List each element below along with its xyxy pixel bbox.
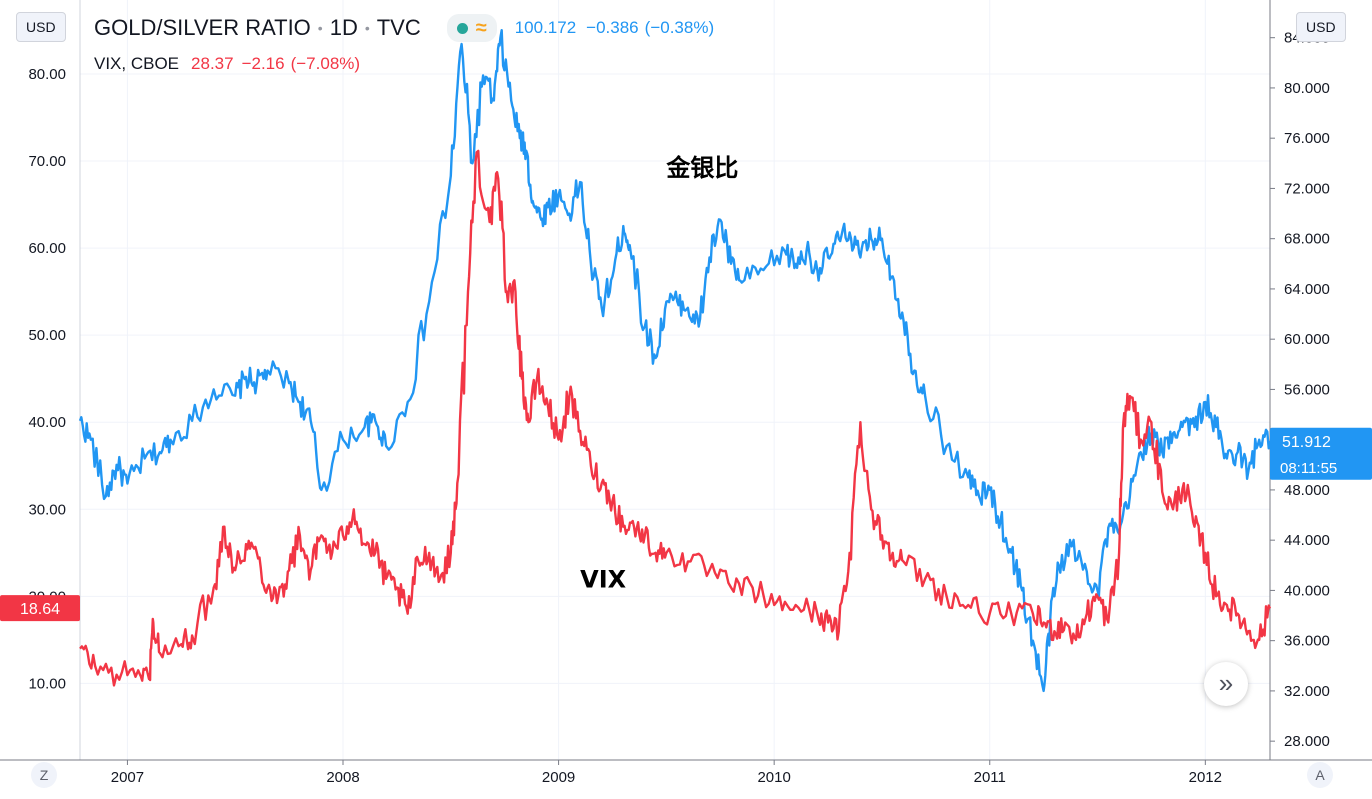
time-tick-label: 2009 (542, 769, 575, 786)
interval-label[interactable]: 1D (329, 15, 358, 40)
right-tick-label: 32.000 (1284, 683, 1330, 700)
gold-silver-ratio-line (78, 29, 1272, 693)
vix-price-tag (0, 595, 80, 622)
left-tick-label: 10.00 (28, 675, 66, 692)
main-series-legend[interactable]: GOLD/SILVER RATIO • 1D • TVC ≈ 100.172 −… (94, 14, 714, 42)
vix-symbol[interactable]: VIX, CBOE (94, 54, 180, 73)
right-axis-ticks: 28.00032.00036.00040.00044.00048.00052.0… (1270, 30, 1330, 750)
gsr-change-pct: (−0.38%) (644, 18, 715, 37)
gsr-change: −0.386 (586, 18, 639, 37)
vix-series-line (79, 149, 1272, 687)
right-tick-label: 56.000 (1284, 381, 1330, 398)
right-tick-label: 72.000 (1284, 180, 1330, 197)
auto-scale-button[interactable]: A (1307, 762, 1333, 788)
right-tick-label: 76.000 (1284, 130, 1330, 147)
right-tick-label: 64.000 (1284, 281, 1330, 298)
right-tick-label: 40.000 (1284, 582, 1330, 599)
left-currency-button[interactable]: USD (16, 12, 66, 42)
market-open-icon (456, 22, 468, 34)
status-badges[interactable]: ≈ (446, 14, 497, 42)
time-tick-label: 2008 (326, 769, 359, 786)
scroll-to-realtime-button[interactable]: » (1204, 662, 1248, 706)
gsr-price-tag (1270, 427, 1372, 480)
right-tick-label: 80.000 (1284, 80, 1330, 97)
left-tick-label: 40.00 (28, 414, 66, 431)
zoom-button[interactable]: Z (31, 762, 57, 788)
time-axis-ticks: 2007 2008 2009 2010 2011 2012 (111, 760, 1222, 786)
series-annotation: VIX (580, 566, 627, 594)
exchange-label: TVC (376, 15, 421, 40)
left-tick-label: 70.00 (28, 153, 66, 170)
gsr-last-value: 100.172 (514, 18, 577, 37)
left-tick-label: 30.00 (28, 501, 66, 518)
left-tick-label: 50.00 (28, 327, 66, 344)
left-tick-label: 60.00 (28, 240, 66, 257)
price-tags: 18.64 51.912 08:11:55 (0, 427, 1372, 622)
vix-price-tag-label: 18.64 (20, 601, 60, 618)
annotations: 金银比 VIX (580, 154, 738, 594)
left-tick-label: 80.00 (28, 66, 66, 83)
right-tick-label: 60.000 (1284, 331, 1330, 348)
series-layer (78, 29, 1272, 693)
delayed-data-icon: ≈ (475, 17, 487, 39)
vix-series-legend[interactable]: VIX, CBOE 28.37 −2.16 (−7.08%) (94, 54, 360, 74)
time-tick-label: 2011 (974, 769, 1006, 786)
series-annotation: 金银比 (665, 154, 738, 182)
vix-last-value: 28.37 (191, 54, 234, 73)
time-tick-label: 2012 (1189, 769, 1222, 786)
time-tick-label: 2010 (757, 769, 790, 786)
vix-change-pct: (−7.08%) (290, 54, 361, 73)
right-tick-label: 44.000 (1284, 532, 1330, 549)
grid-lines (80, 0, 1270, 760)
vix-change: −2.16 (241, 54, 285, 73)
separator-dot: • (317, 20, 323, 36)
right-currency-button[interactable]: USD (1296, 12, 1346, 42)
time-tick-label: 2007 (111, 769, 144, 786)
separator-dot: • (364, 20, 370, 36)
right-tick-label: 28.000 (1284, 733, 1330, 750)
right-tick-label: 36.000 (1284, 633, 1330, 650)
symbol-title[interactable]: GOLD/SILVER RATIO (94, 15, 311, 40)
right-tick-label: 68.000 (1284, 231, 1330, 248)
gsr-price-tag-label: 51.912 (1282, 434, 1331, 451)
right-tick-label: 48.000 (1284, 482, 1330, 499)
bar-countdown-label: 08:11:55 (1280, 460, 1337, 477)
